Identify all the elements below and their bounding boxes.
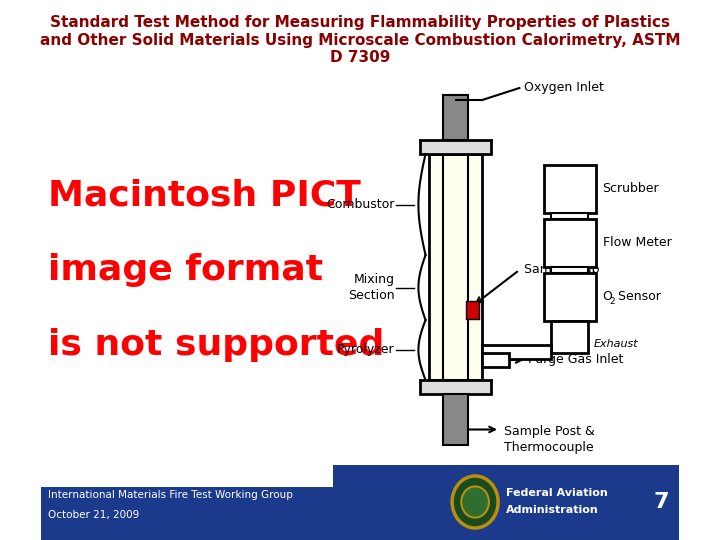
Text: October 21, 2009: October 21, 2009 xyxy=(48,510,140,520)
Bar xyxy=(41,465,679,540)
Text: International Materials Fire Test Working Group: International Materials Fire Test Workin… xyxy=(48,490,293,500)
Bar xyxy=(420,380,491,394)
Bar xyxy=(544,219,595,267)
Text: image format: image format xyxy=(48,253,323,287)
Text: is not supported: is not supported xyxy=(48,328,384,362)
Bar xyxy=(444,394,468,445)
Text: Scrubber: Scrubber xyxy=(603,183,660,195)
Bar xyxy=(482,353,509,367)
Circle shape xyxy=(462,487,489,518)
Text: Federal Aviation: Federal Aviation xyxy=(506,488,608,498)
Bar xyxy=(420,140,491,154)
Text: O: O xyxy=(603,291,613,303)
Text: Sample Cup: Sample Cup xyxy=(524,264,599,276)
Bar xyxy=(467,301,479,319)
Bar xyxy=(544,273,595,321)
Text: Sensor: Sensor xyxy=(614,291,661,303)
Text: Macintosh PICT: Macintosh PICT xyxy=(48,178,361,212)
Bar xyxy=(552,213,588,219)
Text: Sample Post &
Thermocouple: Sample Post & Thermocouple xyxy=(504,425,595,454)
Text: Mixing
Section: Mixing Section xyxy=(348,273,395,302)
Bar xyxy=(41,465,333,487)
Text: Exhaust: Exhaust xyxy=(594,339,639,349)
Bar xyxy=(552,321,588,353)
Text: Pyrolyzer: Pyrolyzer xyxy=(337,343,395,356)
Text: and Other Solid Materials Using Microscale Combustion Calorimetry, ASTM: and Other Solid Materials Using Microsca… xyxy=(40,32,680,48)
Text: Combustor: Combustor xyxy=(326,198,395,211)
Text: D 7309: D 7309 xyxy=(330,51,390,65)
Bar xyxy=(429,154,482,380)
Bar xyxy=(552,267,588,273)
Text: Flow Meter: Flow Meter xyxy=(603,237,671,249)
Bar xyxy=(444,95,468,140)
Text: Oxygen Inlet: Oxygen Inlet xyxy=(524,82,603,94)
Bar xyxy=(544,165,595,213)
Text: 2: 2 xyxy=(610,296,616,306)
Text: Purge Gas Inlet: Purge Gas Inlet xyxy=(528,354,624,367)
Circle shape xyxy=(452,476,498,528)
Bar xyxy=(482,345,552,359)
Text: Standard Test Method for Measuring Flammability Properties of Plastics: Standard Test Method for Measuring Flamm… xyxy=(50,15,670,30)
Text: 7: 7 xyxy=(653,492,669,512)
Text: Administration: Administration xyxy=(506,505,599,515)
